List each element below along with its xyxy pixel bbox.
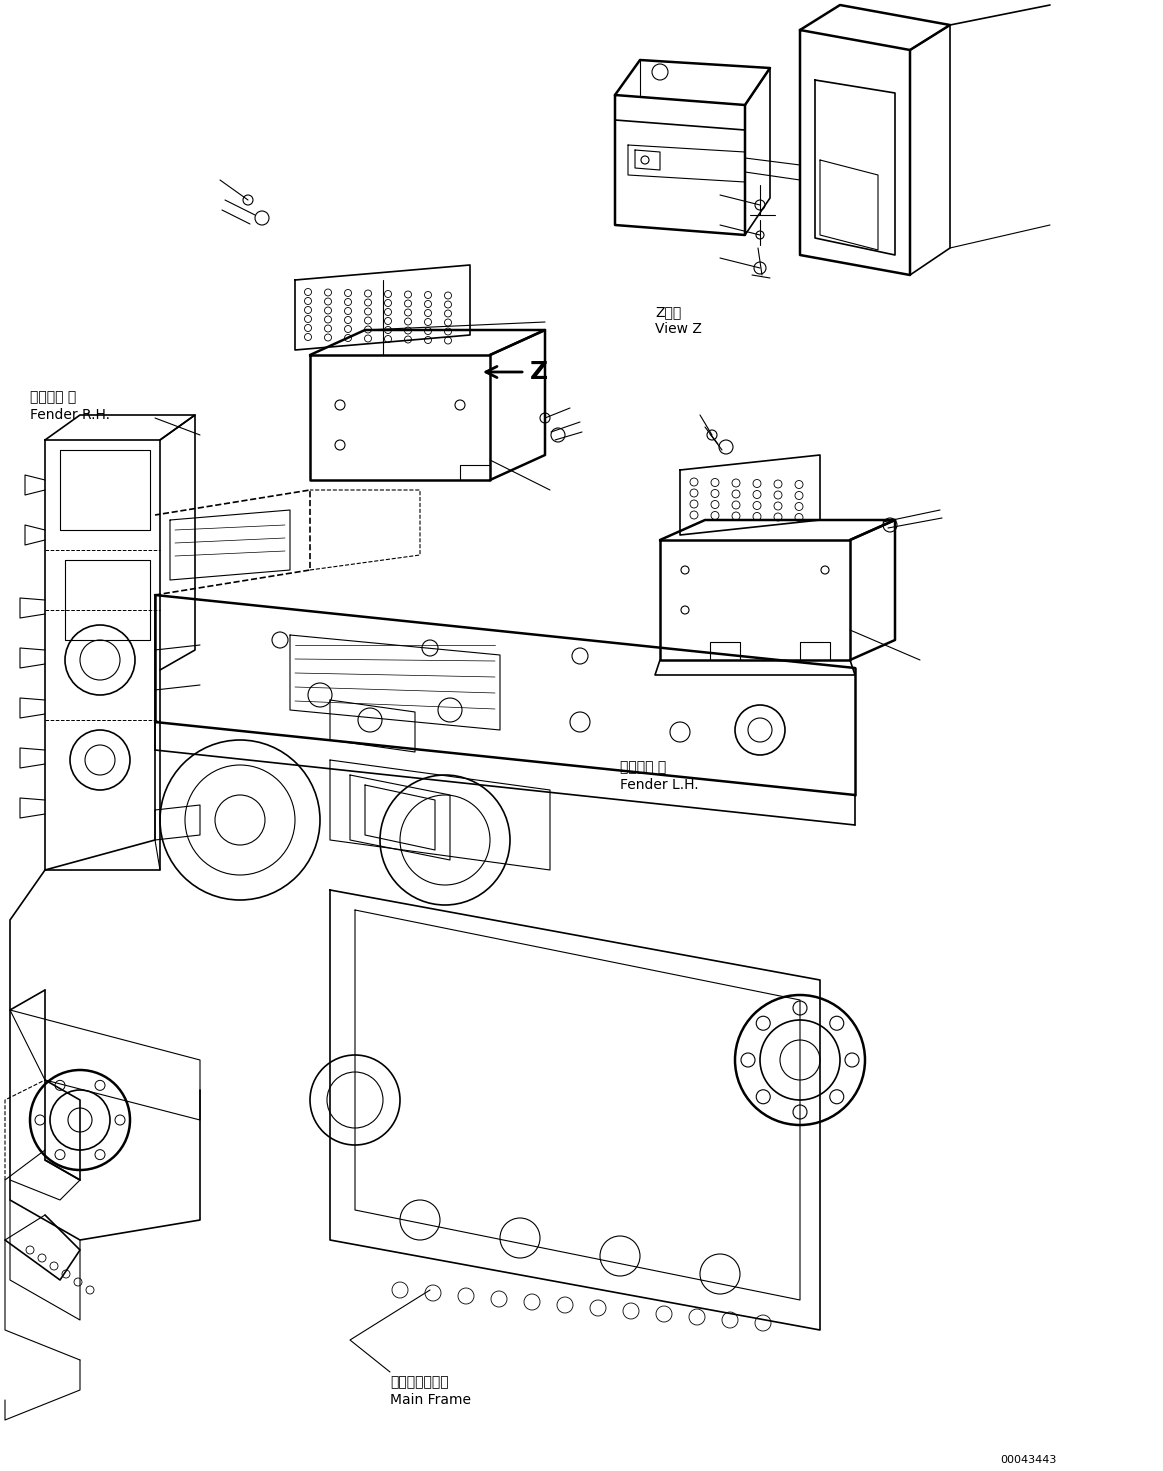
Text: Main Frame: Main Frame [390,1393,471,1406]
Text: メインフレーム: メインフレーム [390,1375,449,1389]
Text: フェンダ 右: フェンダ 右 [30,390,77,405]
Text: Fender L.H.: Fender L.H. [620,778,699,791]
Text: フェンダ 左: フェンダ 左 [620,761,666,774]
Text: Z　視: Z 視 [655,304,682,319]
Text: View Z: View Z [655,322,702,335]
Text: Z: Z [530,360,548,384]
Text: Fender R.H.: Fender R.H. [30,407,110,422]
Text: 00043443: 00043443 [1000,1455,1056,1465]
